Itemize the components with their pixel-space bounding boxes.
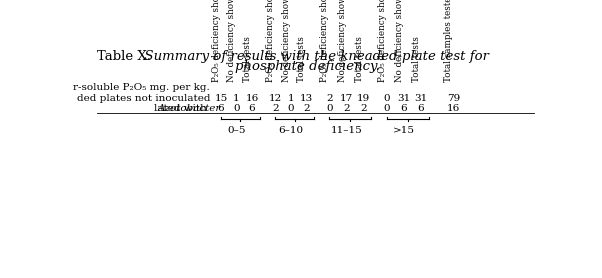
Text: 13: 13 [300, 93, 313, 103]
Text: 2: 2 [343, 103, 350, 113]
Text: No deficiency shown: No deficiency shown [228, 0, 237, 82]
Text: Summary of results with the kneaded-plate test for: Summary of results with the kneaded-plat… [135, 49, 489, 63]
Text: 0: 0 [326, 103, 333, 113]
Text: 16: 16 [447, 103, 460, 113]
Text: 0: 0 [383, 93, 390, 103]
Text: 6: 6 [249, 103, 255, 113]
Text: Total tests: Total tests [355, 36, 364, 82]
Text: 0–5: 0–5 [227, 126, 246, 135]
Text: phosphate deficiency.: phosphate deficiency. [235, 60, 380, 73]
Text: Azotobacter: Azotobacter [158, 103, 222, 113]
Text: 0: 0 [287, 103, 294, 113]
Text: Total tests: Total tests [297, 36, 306, 82]
Text: ded plates not inoculated: ded plates not inoculated [76, 93, 210, 103]
Text: 31: 31 [414, 93, 427, 103]
Text: 17: 17 [340, 93, 353, 103]
Text: 6: 6 [418, 103, 424, 113]
Text: 12: 12 [268, 93, 282, 103]
Text: 2: 2 [326, 93, 333, 103]
Text: No deficiency shown: No deficiency shown [282, 0, 291, 82]
Text: P₂O₅ deficiency shown: P₂O₅ deficiency shown [212, 0, 221, 82]
Text: 11–15: 11–15 [330, 126, 362, 135]
Text: 2: 2 [272, 103, 279, 113]
Text: Total tests: Total tests [412, 36, 421, 82]
Text: 2: 2 [360, 103, 367, 113]
Text: >15: >15 [393, 126, 415, 135]
Text: 31: 31 [397, 93, 411, 103]
Text: 79: 79 [447, 93, 460, 103]
Text: 1: 1 [287, 93, 294, 103]
Text: lated with: lated with [154, 103, 210, 113]
Text: P₂O₅ deficiency shown: P₂O₅ deficiency shown [266, 0, 275, 82]
Text: 0: 0 [233, 103, 240, 113]
Text: 6: 6 [218, 103, 225, 113]
Text: P₂O₅ deficiency shown: P₂O₅ deficiency shown [378, 0, 387, 82]
Text: 0: 0 [383, 103, 390, 113]
Text: No deficiency shown: No deficiency shown [395, 0, 404, 82]
Text: Table X.: Table X. [97, 49, 151, 63]
Text: 16: 16 [246, 93, 259, 103]
Text: P₂O₅ deficiency shown: P₂O₅ deficiency shown [320, 0, 329, 82]
Text: Total tests: Total tests [243, 36, 252, 82]
Text: 15: 15 [214, 93, 228, 103]
Text: No deficiency shown: No deficiency shown [338, 0, 347, 82]
Text: 6: 6 [400, 103, 407, 113]
Text: 19: 19 [357, 93, 370, 103]
Text: r-soluble P₂O₅ mg. per kg.: r-soluble P₂O₅ mg. per kg. [73, 83, 210, 92]
Text: 6–10: 6–10 [278, 126, 303, 135]
Text: Total samples tested: Total samples tested [444, 0, 453, 82]
Text: 2: 2 [303, 103, 309, 113]
Text: 1: 1 [233, 93, 240, 103]
